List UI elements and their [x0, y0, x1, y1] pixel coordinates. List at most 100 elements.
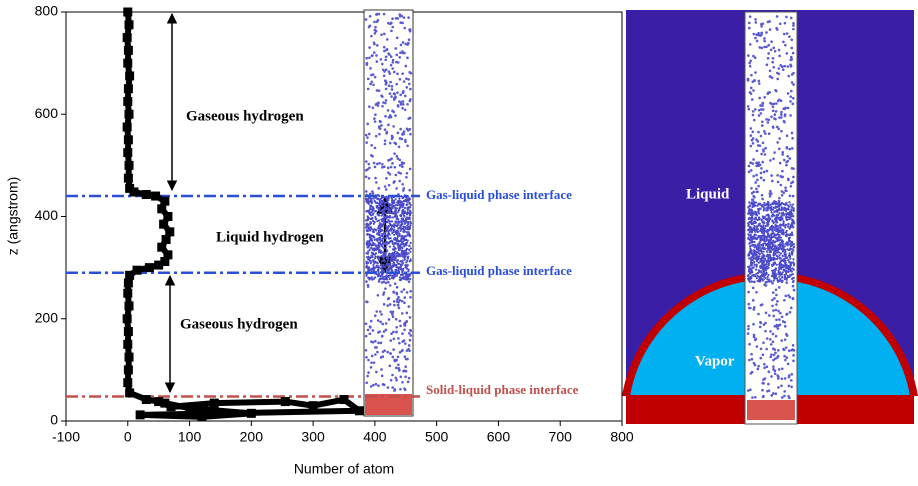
marker — [122, 33, 132, 43]
particle — [768, 194, 772, 198]
particle — [383, 215, 386, 218]
particle — [371, 154, 374, 158]
particle — [779, 266, 782, 269]
particle — [382, 269, 385, 272]
particle — [374, 266, 377, 269]
particle — [751, 205, 754, 209]
particle — [748, 245, 752, 248]
particle — [757, 261, 760, 264]
particle — [772, 269, 776, 272]
particle — [373, 20, 376, 24]
particle — [367, 269, 371, 272]
particle — [790, 131, 794, 135]
particle — [785, 160, 788, 164]
particle — [382, 256, 385, 259]
particle — [759, 225, 763, 228]
particle — [400, 290, 403, 293]
particle — [387, 84, 391, 88]
particle — [760, 303, 764, 306]
particle — [766, 213, 770, 216]
particle — [365, 160, 368, 163]
particle — [765, 118, 768, 121]
particle — [748, 250, 751, 253]
particle — [760, 227, 763, 231]
particle — [787, 208, 790, 211]
particle — [396, 239, 399, 242]
particle — [754, 18, 757, 21]
particle — [407, 280, 411, 284]
particle — [381, 225, 384, 228]
particle — [763, 216, 766, 219]
particle — [367, 201, 371, 204]
particle — [366, 168, 369, 171]
particle — [792, 242, 796, 246]
particle — [776, 327, 780, 330]
particle — [385, 217, 388, 220]
particle — [399, 268, 403, 271]
particle — [771, 105, 775, 109]
particle — [788, 147, 791, 151]
particle — [777, 368, 781, 371]
particle — [390, 197, 393, 200]
particle — [397, 295, 400, 299]
particle — [393, 152, 396, 155]
particle — [386, 109, 390, 112]
marker — [308, 401, 318, 411]
particle — [382, 101, 385, 104]
particle — [386, 38, 389, 41]
particle — [368, 266, 371, 269]
particle — [375, 89, 379, 92]
particle — [387, 183, 391, 187]
particle — [403, 108, 407, 112]
particle — [373, 228, 376, 231]
particle — [749, 275, 753, 279]
particle — [767, 204, 770, 207]
particle — [764, 273, 767, 277]
particle — [387, 296, 391, 300]
particle — [384, 55, 388, 59]
particle — [752, 200, 756, 204]
plot-frame — [65, 11, 623, 422]
particle — [396, 223, 399, 226]
particle — [788, 226, 791, 229]
y-tick-label: 200 — [35, 309, 59, 325]
particle — [365, 265, 368, 269]
particle — [775, 251, 779, 254]
particle — [776, 77, 779, 81]
particle — [752, 244, 755, 247]
particle — [765, 265, 769, 268]
particle — [374, 103, 378, 106]
particle — [369, 277, 372, 280]
particle — [395, 366, 398, 370]
particle — [771, 230, 774, 233]
particle — [384, 281, 388, 285]
particle — [399, 51, 402, 55]
particle — [770, 280, 773, 283]
particle — [370, 80, 374, 84]
particle — [394, 210, 397, 213]
particle — [775, 263, 778, 266]
particle — [765, 243, 768, 246]
particle — [763, 153, 767, 156]
particle — [406, 239, 409, 242]
particle — [785, 32, 789, 35]
particle — [399, 215, 403, 218]
particle — [366, 233, 369, 236]
particle — [788, 35, 791, 38]
particle — [367, 250, 370, 253]
marker — [166, 402, 176, 412]
particle — [758, 269, 761, 273]
particle — [761, 215, 764, 218]
particle — [369, 268, 373, 271]
particle — [774, 334, 778, 338]
particle — [372, 212, 375, 215]
particle — [772, 347, 775, 351]
particle — [409, 220, 412, 223]
particle — [762, 323, 766, 326]
particle — [746, 78, 750, 81]
particle — [383, 260, 386, 263]
particle — [749, 238, 752, 242]
particle — [394, 206, 397, 209]
particle — [750, 73, 753, 77]
particle — [776, 354, 780, 358]
